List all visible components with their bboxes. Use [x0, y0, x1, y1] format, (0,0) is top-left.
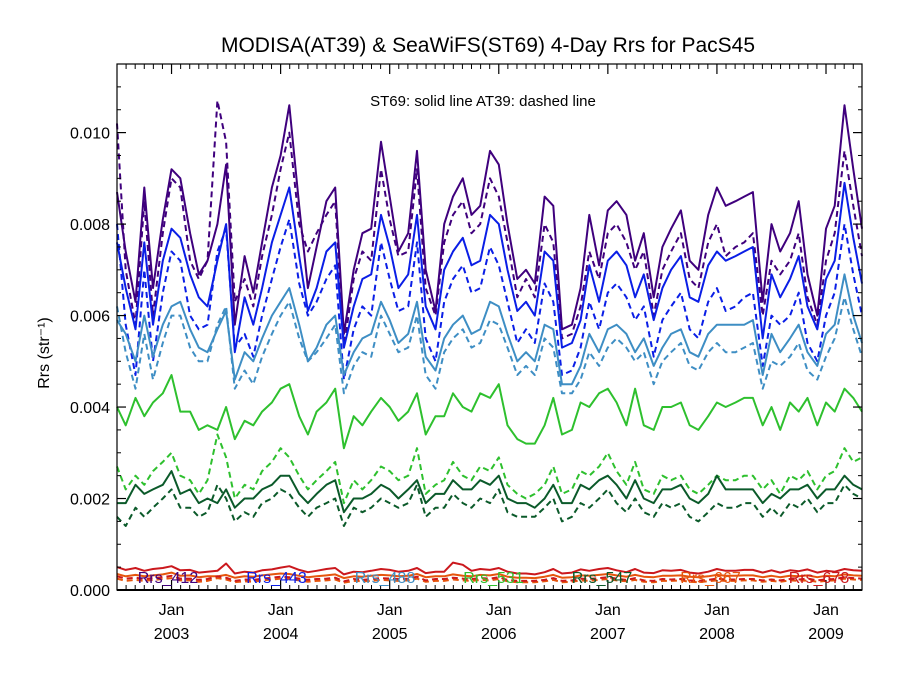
legend-item-rrs-531: Rrs_531	[463, 570, 524, 587]
y-tick-label: 0.000	[70, 583, 110, 600]
series-line-rrs-547-at39	[116, 483, 863, 527]
line-style-note: ST69: solid line AT39: dashed line	[370, 93, 596, 110]
x-tick-label-year: 2008	[699, 626, 735, 643]
legend-item-rrs-412: Rrs_412	[138, 570, 199, 587]
legend-item-rrs-443: Rrs_443	[246, 570, 307, 587]
series-line-rrs-443	[116, 181, 863, 354]
x-tick-label-year: 2006	[481, 626, 517, 643]
series-line-rrs-531	[116, 374, 863, 450]
series-line-rrs-488-at39	[116, 296, 863, 395]
x-tick-label-year: 2005	[372, 626, 408, 643]
series-line-rrs-412-at39	[116, 99, 863, 349]
legend-item-rrs-667: Rrs_667	[680, 570, 741, 587]
y-tick-label: 0.004	[70, 400, 110, 417]
y-tick-label: 0.002	[70, 492, 110, 509]
x-tick-label-month: Jan	[377, 602, 403, 619]
x-tick-label-year: 2003	[154, 626, 190, 643]
series-line-rrs-412	[116, 104, 863, 335]
x-tick-label-month: Jan	[595, 602, 621, 619]
legend-item-rrs-547: Rrs_547	[572, 570, 633, 587]
chart-title: MODISA(AT39) & SeaWiFS(ST69) 4-Day Rrs f…	[221, 34, 755, 57]
x-tick-label-year: 2009	[808, 626, 844, 643]
y-tick-label: 0.008	[70, 217, 110, 234]
series-line-rrs-443-at39	[116, 218, 863, 381]
x-tick-label-month: Jan	[159, 602, 185, 619]
plot-area: 0.000 0.002 0.004 0.006 0.008 0.010 Jan 2003 Jan…	[70, 63, 863, 643]
series-line-rrs-531-at39	[116, 433, 863, 505]
y-tick-label: 0.006	[70, 309, 110, 326]
series-line-rrs-667	[116, 571, 863, 580]
legend: Rrs_412 Rrs_443 Rrs_488 Rrs_531 Rrs_547 Rrs_6…	[138, 570, 850, 587]
x-tick-label-month: Jan	[268, 602, 294, 619]
x-tick-label-year: 2004	[263, 626, 299, 643]
series-line-rrs-678	[116, 561, 863, 576]
x-tick-label-year: 2007	[590, 626, 626, 643]
legend-item-rrs-678: Rrs_678	[789, 570, 850, 587]
y-tick-label: 0.010	[70, 126, 110, 143]
x-tick-label-month: Jan	[486, 602, 512, 619]
x-tick-label-month: Jan	[813, 602, 839, 619]
series-line-rrs-547	[117, 470, 863, 514]
x-tick-label-month: Jan	[704, 602, 730, 619]
y-axis-label: Rrs (str⁻¹)	[36, 317, 53, 389]
series-line-rrs-488	[116, 273, 863, 386]
legend-item-rrs-488: Rrs_488	[355, 570, 416, 587]
